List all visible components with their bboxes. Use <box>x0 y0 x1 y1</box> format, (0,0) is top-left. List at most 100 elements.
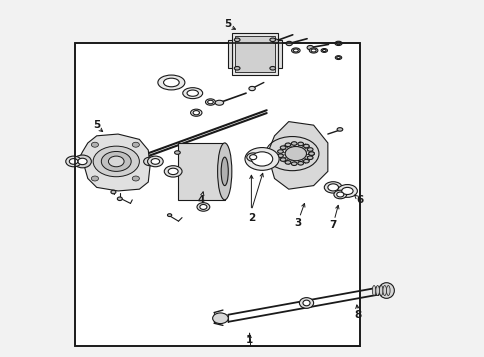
Ellipse shape <box>327 184 338 191</box>
Ellipse shape <box>217 143 231 200</box>
Ellipse shape <box>378 283 393 298</box>
Ellipse shape <box>269 38 275 41</box>
Ellipse shape <box>336 42 340 45</box>
Ellipse shape <box>174 151 180 154</box>
Text: 7: 7 <box>329 220 336 230</box>
Ellipse shape <box>190 109 201 116</box>
Ellipse shape <box>293 49 298 52</box>
Ellipse shape <box>382 286 386 296</box>
Ellipse shape <box>322 49 325 51</box>
Ellipse shape <box>303 159 309 163</box>
Ellipse shape <box>91 142 98 147</box>
Ellipse shape <box>251 152 272 166</box>
Ellipse shape <box>151 159 159 164</box>
Polygon shape <box>79 134 150 191</box>
Ellipse shape <box>334 41 341 45</box>
Text: 4: 4 <box>197 195 205 205</box>
Ellipse shape <box>78 158 87 165</box>
Ellipse shape <box>291 162 296 166</box>
Ellipse shape <box>182 88 202 99</box>
Ellipse shape <box>297 161 303 165</box>
Ellipse shape <box>168 168 178 175</box>
Ellipse shape <box>302 300 309 306</box>
Ellipse shape <box>234 66 240 70</box>
Ellipse shape <box>334 56 341 60</box>
Ellipse shape <box>108 156 124 167</box>
Ellipse shape <box>333 190 346 199</box>
Ellipse shape <box>132 142 139 147</box>
Ellipse shape <box>280 158 286 161</box>
Ellipse shape <box>207 100 213 104</box>
Text: 5: 5 <box>93 120 100 130</box>
Ellipse shape <box>193 111 199 115</box>
Ellipse shape <box>212 313 228 323</box>
Polygon shape <box>228 40 231 68</box>
Ellipse shape <box>74 155 91 168</box>
Ellipse shape <box>306 45 313 50</box>
Ellipse shape <box>249 155 256 160</box>
Ellipse shape <box>285 146 306 161</box>
Ellipse shape <box>246 153 259 161</box>
Ellipse shape <box>311 49 316 52</box>
Ellipse shape <box>277 154 283 157</box>
Text: 3: 3 <box>293 218 301 228</box>
Ellipse shape <box>167 214 171 217</box>
Ellipse shape <box>91 176 98 181</box>
Ellipse shape <box>221 157 228 186</box>
Ellipse shape <box>199 205 207 210</box>
Ellipse shape <box>299 298 313 308</box>
Ellipse shape <box>285 143 290 147</box>
Ellipse shape <box>303 144 309 148</box>
Ellipse shape <box>244 147 279 170</box>
Polygon shape <box>178 143 224 200</box>
Ellipse shape <box>187 90 198 96</box>
Ellipse shape <box>163 78 179 87</box>
Polygon shape <box>267 122 327 189</box>
Ellipse shape <box>111 190 116 194</box>
Text: 6: 6 <box>355 195 363 205</box>
Ellipse shape <box>272 39 278 43</box>
Ellipse shape <box>337 185 357 197</box>
Ellipse shape <box>378 286 382 296</box>
Ellipse shape <box>147 156 163 167</box>
Ellipse shape <box>375 286 378 296</box>
Polygon shape <box>277 40 281 68</box>
Ellipse shape <box>215 100 223 105</box>
Bar <box>75 43 359 346</box>
Text: 1: 1 <box>245 335 253 345</box>
Ellipse shape <box>197 203 210 211</box>
Ellipse shape <box>234 38 240 41</box>
Ellipse shape <box>336 192 343 197</box>
Ellipse shape <box>285 161 290 164</box>
Ellipse shape <box>308 152 314 155</box>
Ellipse shape <box>132 176 139 181</box>
Text: 5: 5 <box>224 19 231 29</box>
Ellipse shape <box>277 150 283 153</box>
Ellipse shape <box>386 286 389 296</box>
Ellipse shape <box>341 187 352 195</box>
Ellipse shape <box>66 156 81 167</box>
Polygon shape <box>231 33 277 75</box>
Ellipse shape <box>336 56 340 59</box>
Text: 2: 2 <box>247 213 255 223</box>
Text: 8: 8 <box>354 310 361 321</box>
Bar <box>75 43 359 346</box>
Ellipse shape <box>93 146 139 177</box>
Ellipse shape <box>113 162 121 168</box>
Ellipse shape <box>291 48 300 53</box>
Ellipse shape <box>143 157 156 166</box>
Ellipse shape <box>320 49 327 52</box>
Ellipse shape <box>117 197 122 201</box>
Ellipse shape <box>280 146 286 150</box>
Ellipse shape <box>324 182 341 193</box>
Ellipse shape <box>269 66 275 70</box>
Ellipse shape <box>69 159 78 164</box>
Ellipse shape <box>291 142 296 145</box>
Ellipse shape <box>307 148 312 151</box>
Ellipse shape <box>205 99 215 105</box>
Ellipse shape <box>248 86 255 91</box>
Ellipse shape <box>336 128 342 131</box>
Ellipse shape <box>297 142 303 146</box>
Ellipse shape <box>308 152 314 155</box>
Ellipse shape <box>101 151 131 171</box>
